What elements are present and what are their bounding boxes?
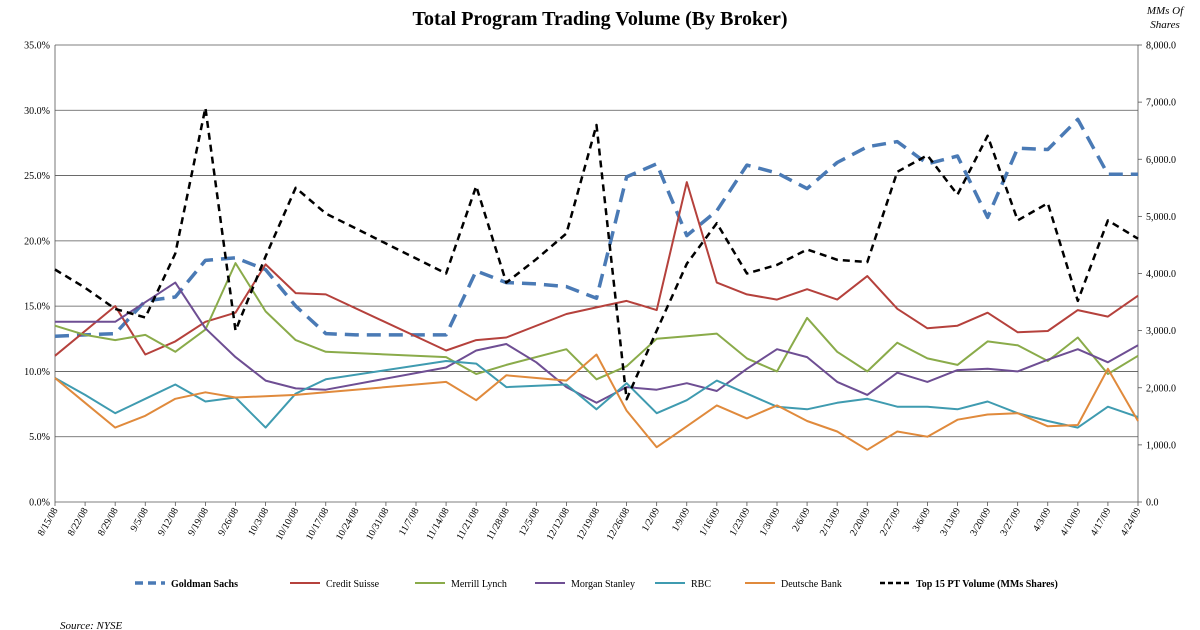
legend-label: Goldman Sachs	[171, 579, 238, 590]
x-tick-label: 10/17/08	[304, 506, 331, 542]
x-tick-label: 10/24/08	[334, 506, 361, 542]
left-tick-label: 15.0%	[24, 302, 50, 313]
x-axis: 8/15/08 8/22/08 8/29/08 9/5/08 9/12/08 9/19/0…	[36, 502, 1144, 542]
left-tick-label: 0.0%	[29, 498, 50, 509]
x-tick-label: 11/14/08	[425, 506, 452, 542]
x-tick-label: 12/26/08	[605, 506, 632, 542]
x-tick-label: 1/2/09	[640, 506, 662, 534]
right-tick-label: 2,000.0	[1146, 383, 1176, 394]
x-tick-label: 2/20/09	[848, 506, 873, 538]
x-tick-label: 9/12/08	[156, 506, 181, 538]
x-tick-label: 4/17/09	[1089, 506, 1114, 538]
x-tick-label: 9/26/08	[216, 506, 241, 538]
x-tick-label: 12/12/08	[545, 506, 572, 542]
x-tick-label: 8/29/08	[96, 506, 121, 538]
series-line-rbc	[54, 360, 1139, 429]
legend-label: Top 15 PT Volume (MMs Shares)	[916, 579, 1058, 590]
gridlines	[54, 44, 1139, 503]
x-tick-label: 3/6/09	[911, 506, 933, 534]
x-tick-label: 9/5/08	[129, 506, 151, 534]
x-tick-label: 8/22/08	[66, 506, 91, 538]
left-axis: 0.0% 5.0% 10.0% 15.0% 20.0% 25.0% 30.0% 35.0%	[24, 41, 50, 509]
left-tick-label: 35.0%	[24, 41, 50, 52]
x-tick-label: 11/21/08	[455, 506, 482, 542]
x-tick-label: 3/13/09	[938, 506, 963, 538]
x-tick-label: 3/20/09	[968, 506, 993, 538]
x-tick-label: 1/23/09	[728, 506, 753, 538]
right-tick-label: 6,000.0	[1146, 155, 1176, 166]
series-line-morgan-stanley	[55, 281, 1139, 404]
right-tick-label: 1,000.0	[1146, 440, 1176, 451]
x-tick-label: 9/19/08	[186, 506, 211, 538]
right-tick-label: 7,000.0	[1146, 98, 1176, 109]
x-tick-label: 4/24/09	[1119, 506, 1144, 538]
left-tick-label: 25.0%	[24, 171, 50, 182]
x-tick-label: 1/30/09	[758, 506, 783, 538]
right-axis-unit-line2: Shares	[1150, 19, 1180, 31]
legend-label: Merrill Lynch	[451, 579, 507, 590]
x-tick-label: 3/27/09	[998, 506, 1023, 538]
right-tick-label: 4,000.0	[1146, 269, 1176, 280]
right-tick-label: 3,000.0	[1146, 326, 1176, 337]
left-tick-label: 10.0%	[24, 367, 50, 378]
x-tick-label: 10/10/08	[274, 506, 301, 542]
x-tick-label: 12/5/08	[517, 506, 542, 538]
right-tick-label: 5,000.0	[1146, 212, 1176, 223]
chart-title: Total Program Trading Volume (By Broker)	[412, 8, 787, 30]
series-line-merrill-lynch	[54, 262, 1139, 381]
x-tick-label: 1/16/09	[698, 506, 723, 538]
right-axis-unit-line1: MMs Of	[1146, 5, 1185, 17]
legend: Goldman Sachs Credit Suisse Merrill Lynch M…	[135, 579, 1058, 590]
right-tick-label: 0.0	[1146, 498, 1159, 509]
left-tick-label: 5.0%	[29, 432, 50, 443]
x-tick-label: 2/6/09	[790, 506, 812, 534]
x-tick-label: 2/27/09	[878, 506, 903, 538]
left-tick-label: 30.0%	[24, 106, 50, 117]
x-tick-label: 2/13/09	[818, 506, 843, 538]
legend-label: Credit Suisse	[326, 579, 380, 590]
x-tick-label: 4/3/09	[1031, 506, 1053, 534]
series-line-deutsche-bank	[54, 353, 1139, 451]
series-line-credit-suisse	[54, 181, 1139, 357]
left-tick-label: 20.0%	[24, 236, 50, 247]
x-tick-label: 4/10/09	[1059, 506, 1084, 538]
source-note: Source: NYSE	[60, 620, 123, 630]
x-tick-label: 11/7/08	[397, 506, 422, 538]
legend-label: Morgan Stanley	[571, 579, 635, 590]
series-line-goldman-sachs	[54, 117, 1138, 338]
series-lines	[54, 106, 1139, 451]
right-tick-label: 8,000.0	[1146, 41, 1176, 52]
x-tick-label: 10/3/08	[246, 506, 271, 538]
x-tick-label: 8/15/08	[36, 506, 61, 538]
x-tick-label: 11/28/08	[485, 506, 512, 542]
right-axis: 0.0 1,000.0 2,000.0 3,000.0 4,000.0 5,000.0 6,…	[1138, 41, 1176, 509]
x-tick-label: 1/9/09	[670, 506, 692, 534]
x-tick-label: 10/31/08	[364, 506, 391, 542]
series-line-top-15-pt-volume-mms-shares	[54, 106, 1139, 401]
legend-label: Deutsche Bank	[781, 579, 842, 590]
x-tick-label: 12/19/08	[575, 506, 602, 542]
legend-label: RBC	[691, 579, 711, 590]
